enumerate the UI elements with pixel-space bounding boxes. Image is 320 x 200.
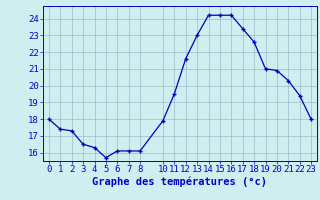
X-axis label: Graphe des températures (°c): Graphe des températures (°c) (92, 177, 268, 187)
